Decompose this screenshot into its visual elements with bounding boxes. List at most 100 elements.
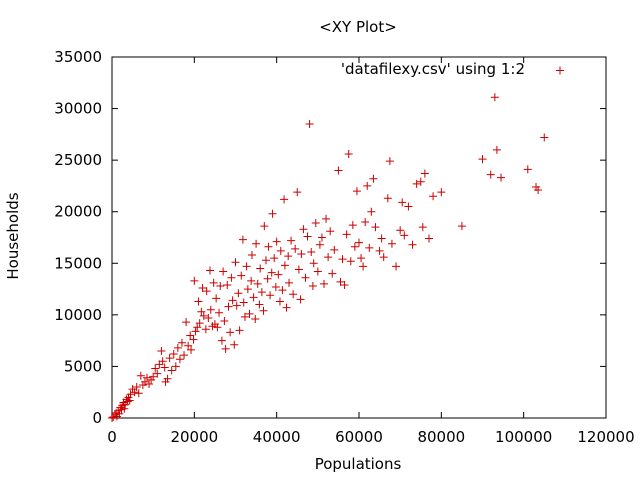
data-point xyxy=(420,169,429,178)
y-tick-label: 5000 xyxy=(64,357,102,375)
data-point xyxy=(284,252,293,261)
data-point xyxy=(158,357,167,366)
data-point xyxy=(169,350,178,359)
data-point xyxy=(173,343,182,352)
data-point xyxy=(387,239,396,248)
data-point xyxy=(317,233,326,242)
data-point xyxy=(416,177,425,186)
data-point xyxy=(224,302,233,311)
data-point xyxy=(334,166,343,175)
data-point xyxy=(308,281,317,290)
data-point xyxy=(230,340,239,349)
x-axis-ticks: 0 20000 40000 60000 80000 100000 120000 xyxy=(107,57,635,446)
data-point xyxy=(305,120,314,129)
data-point xyxy=(311,219,320,228)
data-point xyxy=(125,396,134,405)
data-point xyxy=(486,170,495,179)
data-point xyxy=(346,257,355,266)
x-tick-label: 40000 xyxy=(253,428,301,446)
data-point xyxy=(371,223,380,232)
data-point xyxy=(216,281,225,290)
data-point xyxy=(296,295,305,304)
x-tick-label: 120000 xyxy=(577,428,634,446)
data-point xyxy=(326,227,335,236)
data-point xyxy=(276,246,285,255)
data-point xyxy=(424,234,433,243)
legend-label: 'datafilexy.csv' using 1:2 xyxy=(341,60,525,78)
data-point xyxy=(205,266,214,275)
data-point xyxy=(110,410,119,419)
data-point xyxy=(437,188,446,197)
data-point xyxy=(396,226,405,235)
data-point xyxy=(189,335,198,344)
data-point xyxy=(363,181,372,190)
data-point xyxy=(336,277,345,286)
data-point xyxy=(116,403,125,412)
data-point xyxy=(367,207,376,216)
data-point xyxy=(271,283,280,292)
data-point xyxy=(285,278,294,287)
y-tick-label: 20000 xyxy=(54,203,102,221)
data-point xyxy=(287,236,296,245)
data-point xyxy=(523,165,532,174)
y-axis-label: Households xyxy=(4,192,22,279)
data-point xyxy=(123,397,132,406)
data-point xyxy=(289,290,298,299)
data-point xyxy=(280,261,289,270)
data-point xyxy=(115,409,124,418)
data-point xyxy=(157,346,166,355)
data-point xyxy=(324,253,333,262)
data-point xyxy=(134,389,143,398)
data-point xyxy=(234,289,243,298)
data-point xyxy=(191,327,200,336)
y-tick-label: 35000 xyxy=(54,48,102,66)
data-point xyxy=(209,278,218,287)
data-point xyxy=(297,250,306,259)
data-point xyxy=(307,247,316,256)
data-point xyxy=(247,251,256,260)
data-point xyxy=(160,363,169,372)
data-point xyxy=(126,390,135,399)
data-point xyxy=(375,246,384,255)
data-point xyxy=(282,303,291,312)
data-point xyxy=(359,262,368,271)
data-point xyxy=(167,366,176,375)
data-point xyxy=(252,239,261,248)
data-point xyxy=(342,230,351,239)
data-point xyxy=(256,264,265,273)
data-point xyxy=(238,235,247,244)
data-point xyxy=(165,354,174,363)
data-point xyxy=(243,285,252,294)
data-point xyxy=(180,351,189,360)
plot-border xyxy=(111,56,607,419)
x-tick-label: 60000 xyxy=(335,428,383,446)
data-point xyxy=(412,179,421,188)
data-point xyxy=(112,408,121,417)
data-point xyxy=(270,254,279,263)
y-tick-label: 25000 xyxy=(54,151,102,169)
data-point xyxy=(361,218,370,227)
data-point xyxy=(344,149,353,158)
data-point xyxy=(132,383,141,392)
data-point xyxy=(280,195,289,204)
data-point xyxy=(497,173,506,182)
data-point xyxy=(355,238,363,247)
data-point xyxy=(253,279,262,288)
data-point xyxy=(320,279,329,288)
data-point xyxy=(251,314,260,323)
y-tick-label: 10000 xyxy=(54,306,102,324)
data-point xyxy=(338,255,347,264)
data-point xyxy=(408,240,417,249)
data-point xyxy=(145,379,154,388)
data-point xyxy=(120,404,129,413)
y-axis-ticks: 0 5000 10000 15000 20000 25000 30000 35000 xyxy=(54,48,606,427)
data-point xyxy=(217,336,226,345)
data-point xyxy=(369,174,378,183)
data-point xyxy=(457,222,466,231)
data-point xyxy=(267,268,276,277)
data-point xyxy=(227,273,236,282)
data-point xyxy=(268,209,277,218)
legend-marker xyxy=(556,66,564,75)
